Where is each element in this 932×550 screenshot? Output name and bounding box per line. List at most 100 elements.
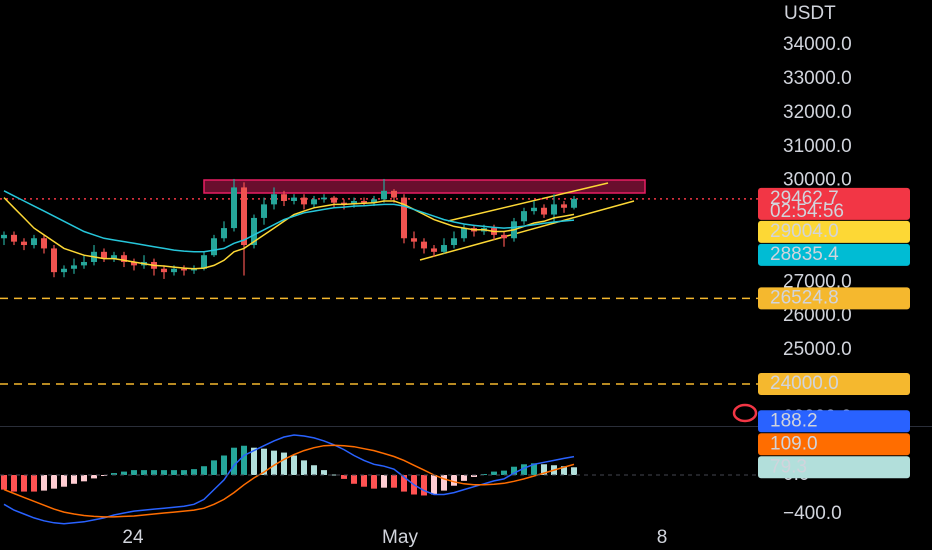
y-tick-label: 34000.0: [783, 34, 852, 55]
histogram-bar: [531, 463, 537, 476]
histogram-bar: [141, 470, 147, 476]
histogram-bar: [521, 464, 527, 476]
candle-body: [131, 261, 137, 266]
candle-body: [301, 197, 307, 205]
histogram-bar: [271, 450, 277, 476]
histogram-bar: [161, 470, 167, 476]
event-icon: [732, 403, 758, 423]
histogram-bar: [571, 467, 577, 476]
histogram-bar: [431, 475, 437, 495]
histogram-bar: [311, 465, 317, 476]
indicator-line: [3, 190, 575, 253]
candle-body: [461, 228, 467, 239]
candle-body: [401, 197, 407, 239]
price-tag: [758, 287, 910, 310]
histogram-bar: [471, 475, 477, 477]
price-tag: [758, 410, 910, 433]
price-tag-label: 29462.7: [770, 188, 839, 209]
price-tag: [758, 372, 910, 395]
histogram-bar: [501, 470, 507, 476]
histogram-bar: [151, 470, 157, 476]
candle-body: [571, 198, 577, 208]
histogram-bar: [1, 475, 7, 490]
histogram-bar: [231, 447, 237, 476]
candle-body: [171, 268, 177, 273]
price-tag-label: 79.3: [770, 456, 807, 477]
candle-body: [431, 248, 437, 252]
histogram-bar: [51, 475, 57, 489]
y-tick-label: 30000.0: [783, 170, 852, 191]
indicator-line: [3, 444, 575, 518]
histogram-bar: [291, 455, 297, 476]
price-tag-label: 28835.4: [770, 244, 839, 265]
candle-body: [31, 238, 37, 246]
histogram-bar: [321, 470, 327, 476]
y-tick-label: 33000.0: [783, 68, 852, 89]
histogram-bar: [491, 471, 497, 476]
candle-body: [41, 238, 47, 249]
histogram-bar: [121, 471, 127, 476]
candle-body: [111, 255, 117, 259]
candle-body: [61, 268, 67, 273]
price-tag-label: 188.2: [770, 410, 818, 431]
price-tag-label: 26524.8: [770, 287, 839, 308]
candle-body: [191, 268, 197, 271]
channel-upper: [447, 182, 609, 222]
price-tag-label: 29004.0: [770, 221, 839, 242]
histogram-bar: [561, 466, 567, 476]
histogram-bar: [91, 475, 97, 479]
candle-body: [161, 268, 167, 273]
candle-body: [531, 207, 537, 212]
histogram-bar: [381, 475, 387, 488]
candle-body: [211, 238, 217, 256]
candle-body: [321, 197, 327, 200]
histogram-bar: [441, 475, 447, 491]
histogram-bar: [111, 473, 117, 476]
histogram-bar: [301, 460, 307, 476]
histogram-bar: [61, 475, 67, 487]
candle-body: [181, 268, 187, 271]
histogram-bar: [201, 466, 207, 476]
candle-body: [451, 238, 457, 246]
x-tick-label: May: [382, 527, 418, 548]
candle-body: [311, 199, 317, 205]
candle-body: [201, 255, 207, 269]
histogram-bar: [371, 475, 377, 489]
histogram-bar: [41, 475, 47, 491]
histogram-bar: [211, 460, 217, 476]
histogram-bar: [541, 464, 547, 476]
countdown-label: 02:54:56: [770, 201, 844, 222]
y-tick-label: 25000.0: [783, 339, 852, 360]
candle-body: [241, 187, 247, 246]
price-tag-label: 109.0: [770, 433, 818, 454]
y-tick-label: 27000.0: [783, 271, 852, 292]
histogram-bar: [81, 475, 87, 482]
histogram-bar: [451, 475, 457, 486]
candle-body: [381, 190, 387, 200]
candle-body: [551, 204, 557, 215]
histogram-bar: [21, 475, 27, 492]
candle-body: [561, 204, 567, 208]
candle-body: [441, 245, 447, 252]
histogram-bar: [331, 474, 337, 476]
price-tag: [758, 187, 910, 220]
candle-body: [271, 194, 277, 205]
y-tick-label: 32000.0: [783, 102, 852, 123]
candle-body: [521, 211, 527, 222]
candle-body: [221, 228, 227, 239]
price-tag-label: 24000.0: [770, 373, 839, 394]
histogram-bar: [461, 475, 467, 481]
candle-body: [501, 234, 507, 239]
histogram-bar: [361, 475, 367, 487]
y-tick-label: −400.0: [783, 503, 842, 524]
histogram-bar: [31, 475, 37, 492]
histogram-bar: [391, 475, 397, 488]
y-tick-label: 26000.0: [783, 305, 852, 326]
y-tick-label: 31000.0: [783, 136, 852, 157]
candle-body: [261, 204, 267, 218]
candle-body: [391, 190, 397, 198]
histogram-bar: [221, 455, 227, 476]
candle-body: [71, 265, 77, 269]
x-tick-label: 24: [122, 527, 144, 548]
